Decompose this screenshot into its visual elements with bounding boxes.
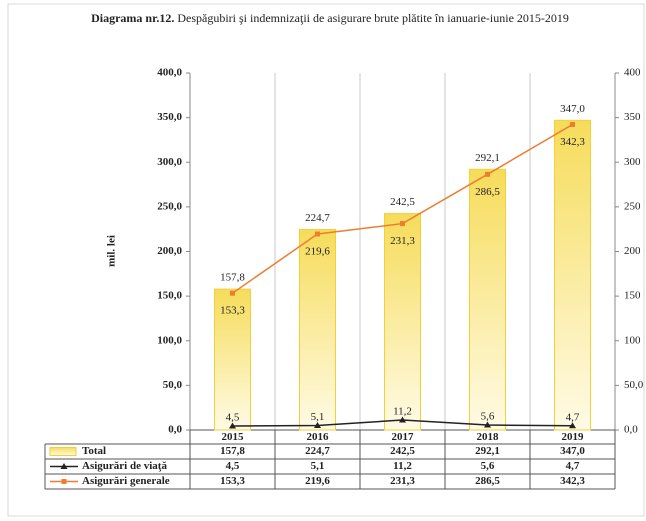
table-cell: 219,6	[305, 475, 330, 487]
x-tick-label: 2016	[307, 431, 330, 443]
y2-tick-label: 0,0	[624, 424, 638, 436]
legend-key	[61, 479, 67, 484]
bar	[384, 213, 421, 431]
data-label: 157,8	[220, 272, 245, 284]
table-cell: 4,7	[566, 460, 580, 472]
data-label: 153,3	[220, 305, 245, 317]
data-label: 342,3	[560, 136, 585, 148]
legend-label: Asigurări generale	[82, 475, 170, 487]
bar	[554, 119, 591, 431]
table-cell: 5,1	[311, 460, 325, 472]
marker	[229, 422, 236, 429]
table-cell: 224,7	[305, 445, 330, 457]
marker	[314, 421, 321, 428]
y2-tick-label: 50,0	[624, 379, 644, 391]
data-label: 286,5	[475, 186, 500, 198]
table-cell: 4,5	[226, 460, 240, 472]
marker	[569, 422, 576, 429]
data-label: 4,7	[566, 411, 580, 423]
data-label: 231,3	[390, 235, 415, 247]
table-cell: 286,5	[475, 475, 500, 487]
bar	[469, 168, 506, 431]
data-label: 347,0	[560, 103, 585, 115]
bar	[299, 228, 336, 431]
y-tick-label: 250,0	[157, 200, 182, 212]
table-cell: 11,2	[393, 460, 412, 472]
y-tick-label: 150,0	[157, 290, 182, 302]
chart-title: Diagrama nr.12. Despăgubiri şi indemniza…	[91, 11, 569, 25]
marker	[230, 290, 235, 296]
y-tick-label: 0,0	[168, 424, 182, 436]
y-tick-label: 350,0	[157, 111, 182, 123]
y2-tick-label: 100	[624, 334, 641, 346]
data-label: 224,7	[305, 212, 330, 224]
legend-key	[49, 447, 77, 456]
y2-tick-label: 150	[624, 290, 641, 302]
table-cell: 153,3	[220, 475, 245, 487]
table-cell: 342,3	[560, 475, 585, 487]
legend-label: Total	[82, 445, 106, 457]
y2-tick-label: 400	[624, 67, 641, 79]
data-label: 219,6	[305, 246, 330, 258]
y2-tick-label: 200	[624, 245, 641, 257]
data-label: 242,5	[390, 196, 415, 208]
legend-label: Asigurări de viaţă	[82, 460, 167, 472]
table-cell: 347,0	[560, 445, 585, 457]
y-tick-label: 200,0	[157, 245, 182, 257]
marker	[570, 121, 575, 127]
x-tick-label: 2018	[477, 431, 500, 443]
marker	[484, 421, 491, 428]
data-label: 4,5	[226, 412, 240, 424]
y-tick-label: 100,0	[157, 334, 182, 346]
table-cell: 292,1	[475, 445, 500, 457]
x-tick-label: 2017	[392, 431, 415, 443]
y-tick-label: 300,0	[157, 156, 182, 168]
y-tick-label: 50,0	[163, 379, 183, 391]
marker	[399, 416, 406, 423]
data-label: 5,6	[481, 411, 495, 423]
y2-tick-label: 250	[624, 200, 641, 212]
frame	[7, 3, 645, 517]
y2-tick-label: 350	[624, 111, 641, 123]
table-cell: 157,8	[220, 445, 245, 457]
data-label: 292,1	[475, 152, 500, 164]
x-tick-label: 2019	[562, 431, 585, 443]
y2-tick-label: 300	[624, 156, 641, 168]
data-label: 11,2	[393, 406, 412, 418]
marker	[315, 231, 320, 237]
x-tick-label: 2015	[222, 431, 245, 443]
title-label: Diagrama nr.12.	[91, 11, 174, 25]
marker	[485, 171, 490, 177]
bar	[214, 288, 251, 431]
marker	[400, 221, 405, 227]
y-tick-label: 400,0	[157, 67, 182, 79]
y-axis-label: mil. lei	[106, 235, 118, 267]
legend-key	[60, 463, 68, 469]
data-label: 5,1	[311, 411, 325, 423]
table-cell: 242,5	[390, 445, 415, 457]
table-cell: 5,6	[481, 460, 495, 472]
title-text: Despăgubiri şi indemnizaţii de asigurare…	[177, 11, 569, 25]
table-cell: 231,3	[390, 475, 415, 487]
